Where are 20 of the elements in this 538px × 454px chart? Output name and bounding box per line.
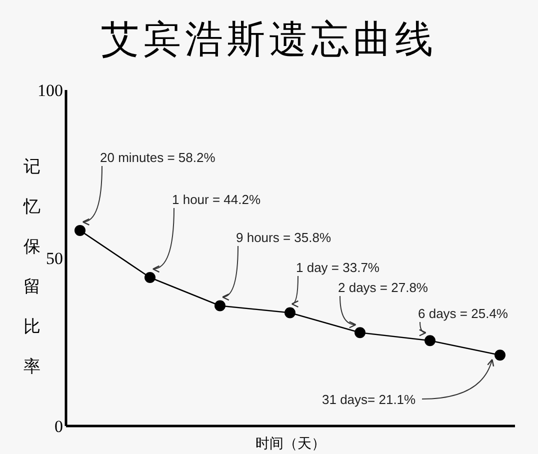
annotation: 9 hours = 35.8%	[236, 230, 332, 245]
point	[424, 335, 436, 346]
annotation: 31 days= 21.1%	[322, 392, 416, 407]
ylabel: 记忆保留比率	[24, 157, 40, 377]
y-tick-label: 0	[54, 417, 63, 436]
title: 艾宾浩斯遗忘曲线	[101, 17, 437, 61]
point	[144, 272, 156, 283]
annotation: 1 day = 33.7%	[296, 260, 380, 275]
y-tick-label: 50	[46, 249, 63, 268]
point	[494, 350, 506, 361]
x-axis-title: 时间（天）	[256, 436, 326, 452]
point	[284, 307, 296, 318]
point	[214, 300, 226, 312]
y-tick-label: 100	[38, 81, 63, 100]
annotation: 6 days = 25.4%	[418, 306, 508, 321]
point	[74, 224, 86, 236]
point	[354, 327, 366, 338]
annotation: 20 minutes = 58.2%	[100, 150, 216, 165]
annotation: 1 hour = 44.2%	[172, 192, 261, 207]
annotation: 2 days = 27.8%	[338, 280, 428, 295]
